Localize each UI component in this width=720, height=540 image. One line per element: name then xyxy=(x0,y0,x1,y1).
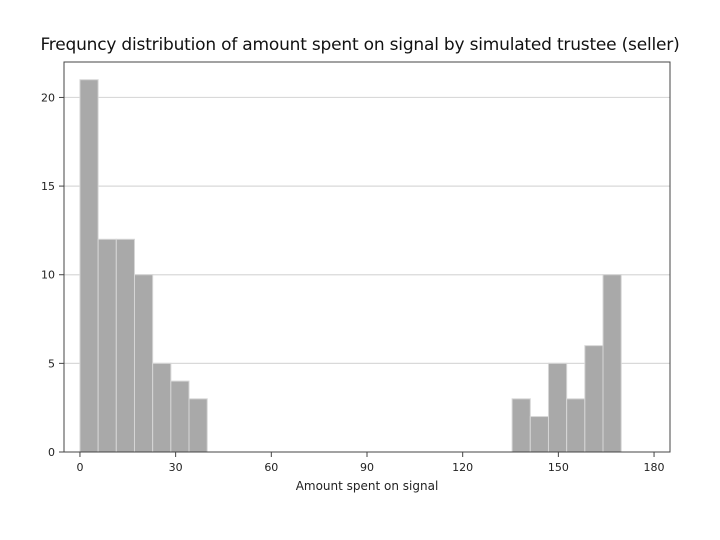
y-tick-label: 0 xyxy=(48,446,55,459)
histogram-bar xyxy=(97,238,117,453)
histogram-bar xyxy=(547,362,568,453)
x-axis-ticks: 0 30 60 90 120 150 180 xyxy=(76,452,665,474)
histogram-bar xyxy=(188,398,208,453)
x-tick-label: 150 xyxy=(548,461,569,474)
x-tick-label: 120 xyxy=(452,461,473,474)
histogram-bar xyxy=(115,238,135,453)
histogram-bar xyxy=(133,274,154,453)
y-tick-label: 15 xyxy=(41,180,55,193)
histogram-bar xyxy=(511,398,531,453)
histogram-bar xyxy=(602,274,622,453)
y-axis-ticks: 0 5 10 15 20 xyxy=(41,91,64,459)
histogram-bar xyxy=(79,79,99,453)
x-tick-label: 30 xyxy=(169,461,183,474)
histogram-bar xyxy=(152,362,172,453)
histogram-bar xyxy=(566,398,586,453)
x-tick-label: 90 xyxy=(360,461,374,474)
chart-title: Frequncy distribution of amount spent on… xyxy=(40,35,680,55)
x-tick-label: 60 xyxy=(264,461,278,474)
y-tick-label: 10 xyxy=(41,269,55,282)
histogram-bars xyxy=(79,79,622,453)
gridlines xyxy=(64,96,670,364)
histogram-bar xyxy=(529,416,549,453)
histogram-bar xyxy=(170,380,190,453)
histogram-bar xyxy=(584,345,604,453)
y-tick-label: 5 xyxy=(48,357,55,370)
x-tick-label: 0 xyxy=(76,461,83,474)
x-axis-title: Amount spent on signal xyxy=(296,479,439,493)
y-tick-label: 20 xyxy=(41,91,55,104)
x-tick-label: 180 xyxy=(644,461,665,474)
